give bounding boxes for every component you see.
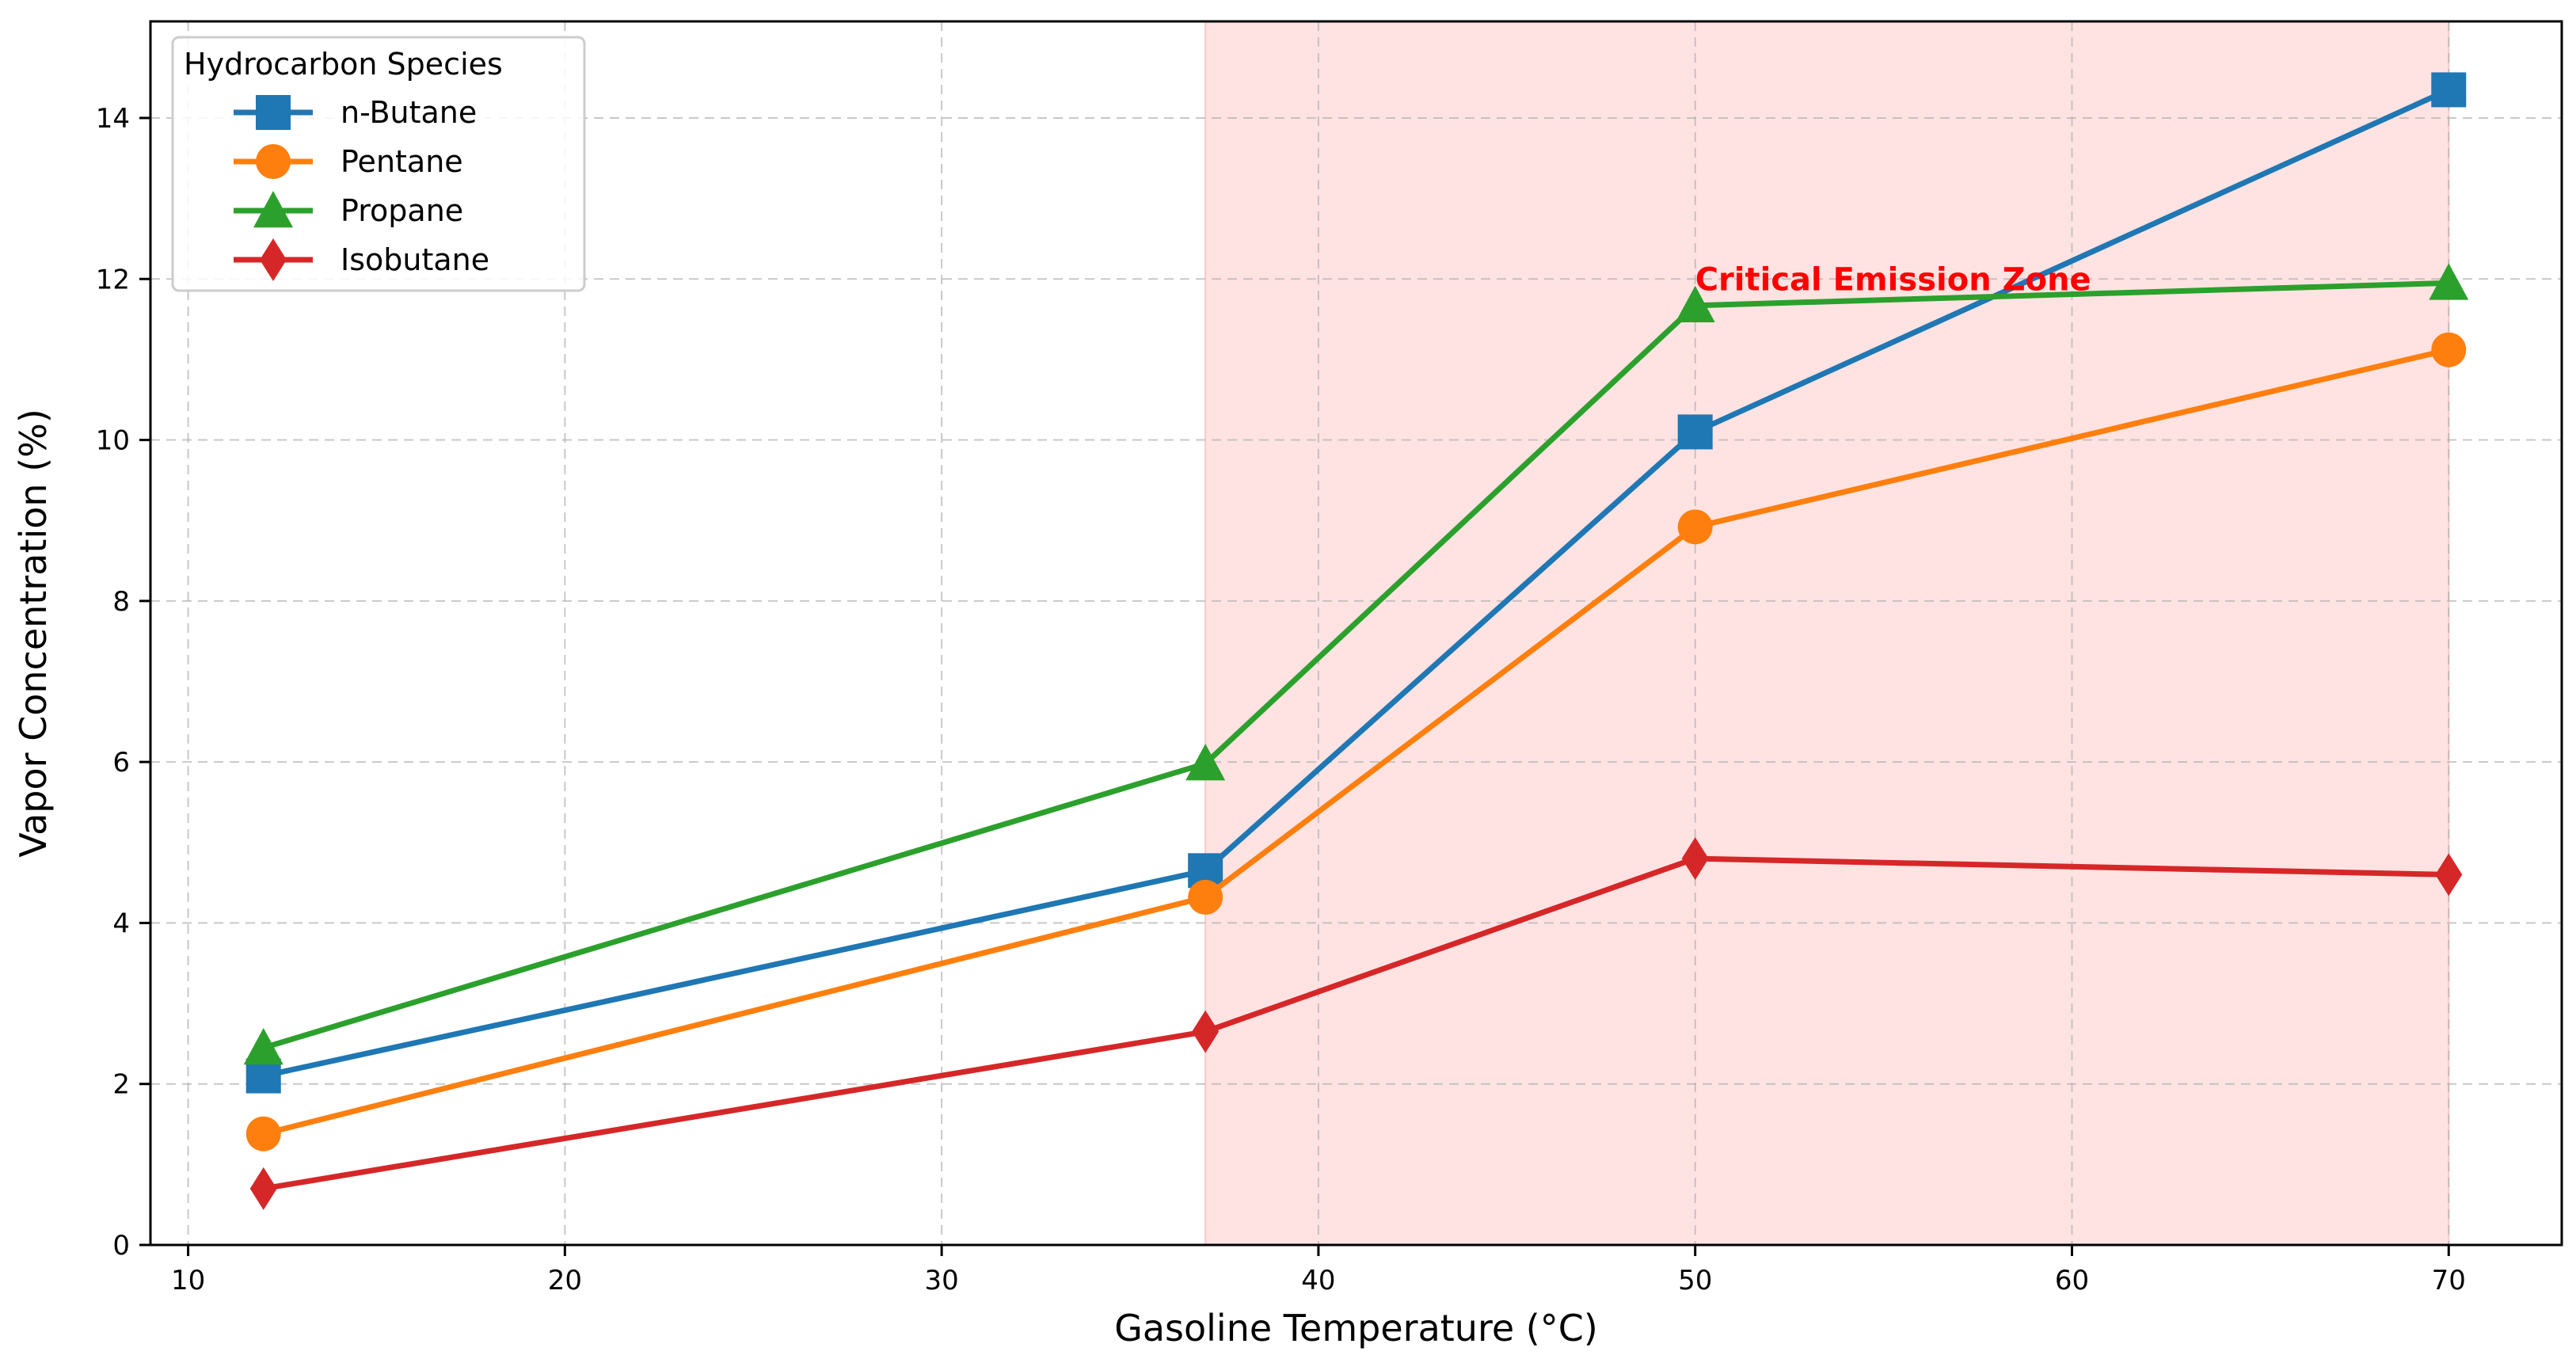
y-axis-label: Vapor Concentration (%) — [12, 409, 55, 858]
x-tick-label: 40 — [1301, 1265, 1335, 1296]
x-axis-label: Gasoline Temperature (°C) — [1114, 1307, 1598, 1349]
legend-label-pentane: Pentane — [341, 144, 463, 179]
data-point-isobutane — [249, 1167, 277, 1210]
critical-zone-shading — [1205, 21, 2449, 1245]
legend: Hydrocarbon Species n-Butane Pentane Propa… — [171, 36, 586, 292]
data-point-pentane — [2431, 332, 2467, 367]
data-point-isobutane — [2435, 853, 2463, 896]
y-tick-label: 12 — [96, 264, 130, 295]
legend-swatch-marker-propane — [253, 191, 293, 228]
y-tick-label: 10 — [96, 425, 130, 457]
series-line-n-butane — [261, 86, 2452, 1079]
series-line-isobutane — [261, 855, 2452, 1192]
legend-swatch-marker-pentane — [256, 144, 291, 179]
legend-title: Hydrocarbon Species — [184, 47, 503, 82]
data-point-propane — [1675, 285, 1715, 323]
legend-label-n-butane: n-Butane — [341, 95, 477, 130]
y-tick-label: 8 — [112, 586, 130, 618]
y-tick-label: 6 — [112, 747, 130, 778]
data-point-propane — [243, 1027, 283, 1065]
y-tick-label: 2 — [112, 1069, 130, 1101]
legend-swatch-marker-isobutane — [260, 238, 287, 281]
x-tick-label: 20 — [548, 1265, 582, 1296]
x-tick-label: 60 — [2055, 1265, 2089, 1296]
data-point-propane — [1185, 744, 1226, 781]
legend-label-isobutane: Isobutane — [341, 242, 489, 277]
data-point-propane — [2429, 263, 2469, 300]
plot-frame — [149, 20, 2563, 1247]
y-tick-label: 0 — [112, 1230, 130, 1262]
y-tick-label: 14 — [96, 103, 130, 135]
y-tick-label: 4 — [112, 908, 130, 939]
data-point-pentane — [1188, 879, 1223, 915]
legend-label-propane: Propane — [341, 193, 463, 228]
data-point-isobutane — [1192, 1010, 1220, 1053]
series-line-pentane — [261, 347, 2452, 1137]
legend-swatch-marker-n-butane — [256, 95, 291, 130]
data-point-pentane — [1677, 509, 1713, 545]
data-point-isobutane — [1681, 837, 1709, 881]
x-tick-label: 70 — [2432, 1265, 2466, 1296]
x-tick-label: 10 — [171, 1265, 205, 1296]
data-point-n-butane — [1677, 414, 1713, 450]
series-line-propane — [261, 280, 2452, 1051]
data-point-n-butane — [2431, 72, 2467, 108]
data-point-pentane — [245, 1116, 281, 1152]
annotation-critical-emission-zone: Critical Emission Zone — [1695, 261, 2091, 298]
x-tick-label: 50 — [1678, 1265, 1712, 1296]
x-tick-label: 30 — [925, 1265, 959, 1296]
